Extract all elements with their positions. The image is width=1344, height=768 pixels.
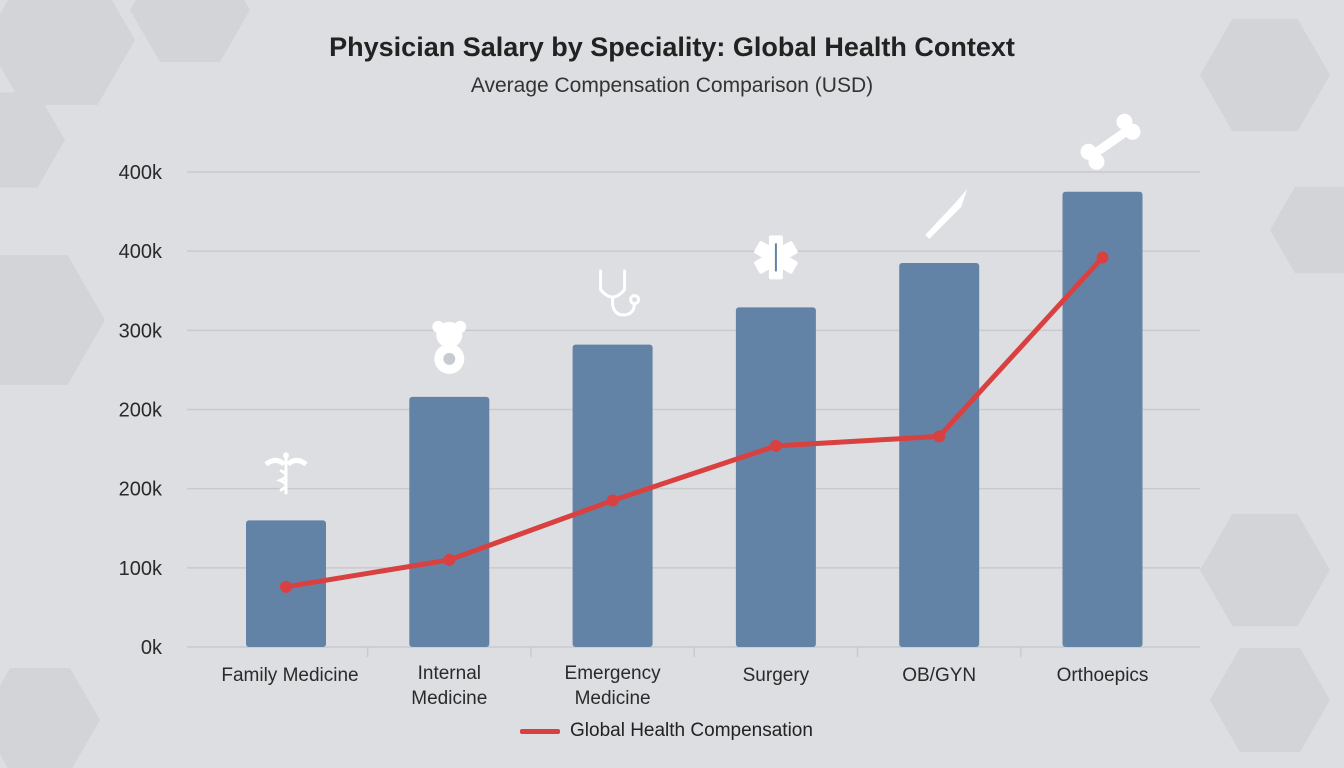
x-tick-label: Medicine	[575, 688, 651, 709]
hexagon	[1270, 186, 1344, 274]
legend-label: Global Health Compensation	[570, 720, 813, 741]
chart-title: Physician Salary by Speciality: Global H…	[329, 32, 1015, 62]
bar	[409, 396, 490, 647]
legend-swatch	[520, 728, 560, 734]
x-tick-label: Surgery	[743, 665, 810, 686]
y-tick-label: 200k	[119, 400, 163, 422]
hexagon	[1210, 648, 1330, 752]
hexagon	[0, 0, 135, 105]
line-point	[1096, 251, 1109, 264]
bone-icon	[1080, 113, 1141, 170]
line-point	[769, 439, 782, 452]
hexagon	[1200, 18, 1330, 132]
line-point	[443, 553, 456, 566]
hexagon	[1200, 513, 1330, 627]
scalpel-icon	[925, 189, 968, 240]
y-tick-label: 100k	[119, 558, 163, 580]
x-tick-label: OB/GYN	[902, 665, 976, 686]
legend: Global Health Compensation	[520, 720, 813, 742]
x-tick-label: Medicine	[411, 688, 487, 709]
y-tick-label: 300k	[119, 320, 163, 342]
x-tick-label: Family Medicine	[221, 665, 358, 686]
bar	[735, 307, 816, 647]
series-line	[285, 255, 1105, 590]
x-tick-label: Emergency	[565, 663, 662, 684]
line-point	[933, 430, 946, 443]
stethoscope-icon	[599, 269, 641, 317]
y-tick-label: 400k	[119, 162, 163, 184]
caduceus-icon	[264, 452, 308, 495]
hexagon	[0, 92, 65, 188]
hexagon	[0, 668, 100, 768]
y-tick-label: 0k	[141, 637, 163, 659]
teddy-bear-icon	[432, 320, 467, 374]
hexagon	[0, 255, 105, 385]
bar	[899, 263, 980, 647]
x-tick-label: Orthoepics	[1057, 665, 1149, 686]
chart-subtitle: Average Compensation Comparison (USD)	[470, 74, 874, 97]
y-tick-label: 400k	[119, 241, 163, 263]
line-point	[280, 580, 292, 593]
star-of-life-icon	[754, 235, 798, 280]
hexagon	[130, 0, 250, 62]
y-tick-label: 200k	[119, 479, 163, 501]
bar	[1062, 191, 1143, 647]
line-point	[606, 494, 619, 507]
x-tick-label: Internal	[418, 663, 481, 684]
